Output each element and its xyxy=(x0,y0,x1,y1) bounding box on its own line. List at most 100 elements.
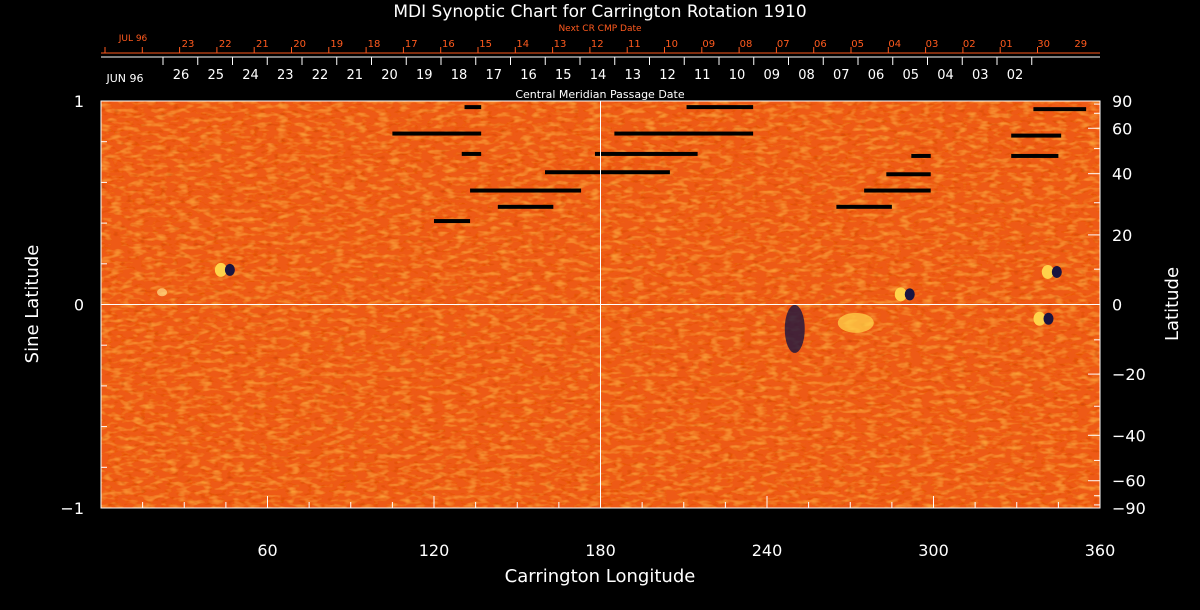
data-gap xyxy=(1011,153,1059,158)
y-tick-label-right: 60 xyxy=(1112,119,1132,138)
cmp-date: 07 xyxy=(833,68,850,83)
y-axis-label-left: Sine Latitude xyxy=(22,245,43,364)
x-axis-label: Carrington Longitude xyxy=(505,566,696,587)
next-cr-date: 22 xyxy=(219,39,232,50)
y-tick-label-right: 90 xyxy=(1112,92,1132,111)
cmp-date: 04 xyxy=(937,68,954,83)
axes-layer: 60 120 180 240 300 360−101 906040200−20−40−60−… xyxy=(60,39,1145,560)
next-cr-date: 15 xyxy=(479,39,492,50)
cmp-date: 17 xyxy=(485,68,502,83)
region-positive xyxy=(837,312,874,333)
cmp-date: 03 xyxy=(972,68,989,83)
next-cr-date: 01 xyxy=(1000,39,1013,50)
cmp-date: 13 xyxy=(624,68,641,83)
data-gap xyxy=(497,204,554,209)
active-region xyxy=(1041,264,1062,279)
data-gap xyxy=(434,219,471,224)
cmp-date: 08 xyxy=(798,68,815,83)
y-tick-label-left: 1 xyxy=(74,92,84,111)
region-negative xyxy=(784,304,805,353)
cmp-month: JUN 96 xyxy=(105,72,143,85)
cmp-date: 24 xyxy=(242,68,259,83)
data-gap xyxy=(545,170,670,175)
y-tick-label-right: −40 xyxy=(1112,426,1146,445)
data-gap xyxy=(686,105,754,110)
region-negative xyxy=(1051,265,1062,278)
next-cr-date: 04 xyxy=(888,39,901,50)
next-cr-label: Next CR CMP Date xyxy=(558,24,642,34)
next-cr-date: 18 xyxy=(368,39,381,50)
next-cr-date: 03 xyxy=(926,39,939,50)
next-cr-date: 29 xyxy=(1074,39,1087,50)
data-gaps-layer xyxy=(392,105,1087,224)
data-gap xyxy=(836,204,892,209)
next-cr-date: 11 xyxy=(628,39,641,50)
next-cr-month: JUL 96 xyxy=(118,34,148,44)
cmp-date: 14 xyxy=(590,68,607,83)
next-cr-date: 09 xyxy=(702,39,715,50)
cmp-date: 26 xyxy=(173,68,190,83)
cmp-date: 12 xyxy=(659,68,676,83)
data-gap xyxy=(1011,133,1062,138)
cmp-date: 05 xyxy=(902,68,919,83)
y-tick-label-right: 20 xyxy=(1112,226,1132,245)
next-cr-date: 30 xyxy=(1037,39,1050,50)
y-tick-label-left: 0 xyxy=(74,296,84,315)
next-cr-date: 06 xyxy=(814,39,827,50)
data-gap xyxy=(392,131,482,136)
x-tick-label: 60 xyxy=(257,541,277,560)
next-cr-date: 12 xyxy=(591,39,604,50)
next-cr-date: 07 xyxy=(777,39,790,50)
y-tick-label-right: 0 xyxy=(1112,296,1122,315)
x-tick-label: 300 xyxy=(918,541,949,560)
cmp-date: 23 xyxy=(277,68,294,83)
y-axis-label-right: Latitude xyxy=(1162,267,1183,341)
active-regions-layer xyxy=(157,262,1062,353)
y-tick-label-right: −90 xyxy=(1112,499,1146,518)
cmp-date: 09 xyxy=(763,68,780,83)
x-tick-label: 360 xyxy=(1085,541,1116,560)
next-cr-date: 17 xyxy=(405,39,418,50)
y-tick-label-right: 40 xyxy=(1112,165,1132,184)
cmp-date: 02 xyxy=(1007,68,1024,83)
data-gap xyxy=(614,131,754,136)
next-cr-date: 20 xyxy=(293,39,306,50)
cmp-date: 15 xyxy=(555,68,572,83)
data-gap xyxy=(470,188,582,193)
next-cr-date: 05 xyxy=(851,39,864,50)
region-positive xyxy=(894,287,907,302)
next-cr-date: 10 xyxy=(665,39,678,50)
cmp-date: 25 xyxy=(207,68,224,83)
next-cr-date: 21 xyxy=(256,39,269,50)
data-gap xyxy=(1033,107,1087,112)
data-gap xyxy=(886,172,931,177)
cmp-date: 10 xyxy=(729,68,746,83)
region-positive xyxy=(1033,311,1046,326)
region-negative xyxy=(224,263,235,276)
grid-lines xyxy=(101,101,1100,508)
chart-title: MDI Synoptic Chart for Carrington Rotati… xyxy=(393,2,806,22)
cmp-date: 06 xyxy=(868,68,885,83)
next-cr-date: 08 xyxy=(740,39,753,50)
cmp-date: 22 xyxy=(312,68,329,83)
region-negative xyxy=(1043,312,1054,325)
cmp-date: 18 xyxy=(451,68,468,83)
cmp-date: 19 xyxy=(416,68,433,83)
region-weak xyxy=(157,288,168,297)
active-region xyxy=(214,262,235,277)
next-cr-date: 19 xyxy=(330,39,343,50)
region-positive xyxy=(214,262,227,277)
active-region xyxy=(1033,311,1054,326)
next-cr-date: 16 xyxy=(442,39,455,50)
y-tick-label-right: −60 xyxy=(1112,472,1146,491)
region-negative xyxy=(904,288,915,301)
next-cr-date: 23 xyxy=(182,39,195,50)
y-tick-label-right: −20 xyxy=(1112,365,1146,384)
data-gap xyxy=(911,153,931,158)
data-gap xyxy=(594,151,698,156)
cmp-label: Central Meridian Passage Date xyxy=(515,88,684,101)
cmp-date: 20 xyxy=(381,68,398,83)
next-cr-date: 14 xyxy=(516,39,529,50)
next-cr-date: 02 xyxy=(963,39,976,50)
